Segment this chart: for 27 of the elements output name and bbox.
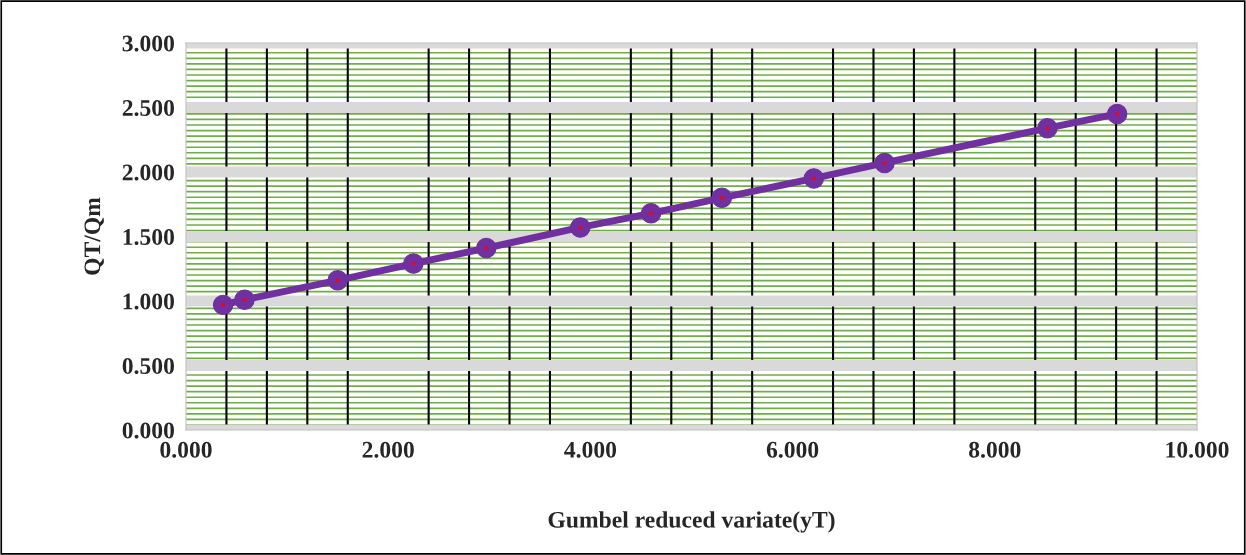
- point: [403, 253, 424, 274]
- point: [874, 152, 895, 174]
- point: [234, 289, 255, 310]
- x-axis-title: Gumbel reduced variate(yT): [548, 511, 835, 533]
- y-tick-label: 0.000: [122, 422, 174, 439]
- x-tick-label: 6.000: [766, 441, 819, 458]
- y-tick-label: 1.500: [123, 228, 174, 246]
- y-tick-label: 2.000: [122, 164, 174, 181]
- point: [1037, 117, 1058, 139]
- point: [327, 270, 348, 291]
- point: [476, 237, 497, 259]
- x-tick-label: 8.000: [969, 441, 1021, 458]
- y-tick-label: 2.500: [122, 99, 174, 117]
- y-axis-title: QT/Qm: [84, 197, 104, 275]
- point: [1106, 103, 1128, 125]
- y-tick-label: 0.500: [122, 357, 174, 375]
- y-tick-label: 1.000: [123, 293, 174, 310]
- point: [640, 203, 662, 224]
- x-tick-label: 2.000: [362, 441, 414, 458]
- x-tick-label: 10.000: [1166, 441, 1229, 458]
- x-tick-label: 0.000: [160, 441, 212, 458]
- point: [212, 294, 234, 316]
- x-tick-label: 4.000: [564, 441, 617, 458]
- point: [570, 217, 591, 238]
- y-tick-label: 3.000: [122, 35, 174, 52]
- point: [711, 187, 733, 209]
- point: [803, 168, 825, 189]
